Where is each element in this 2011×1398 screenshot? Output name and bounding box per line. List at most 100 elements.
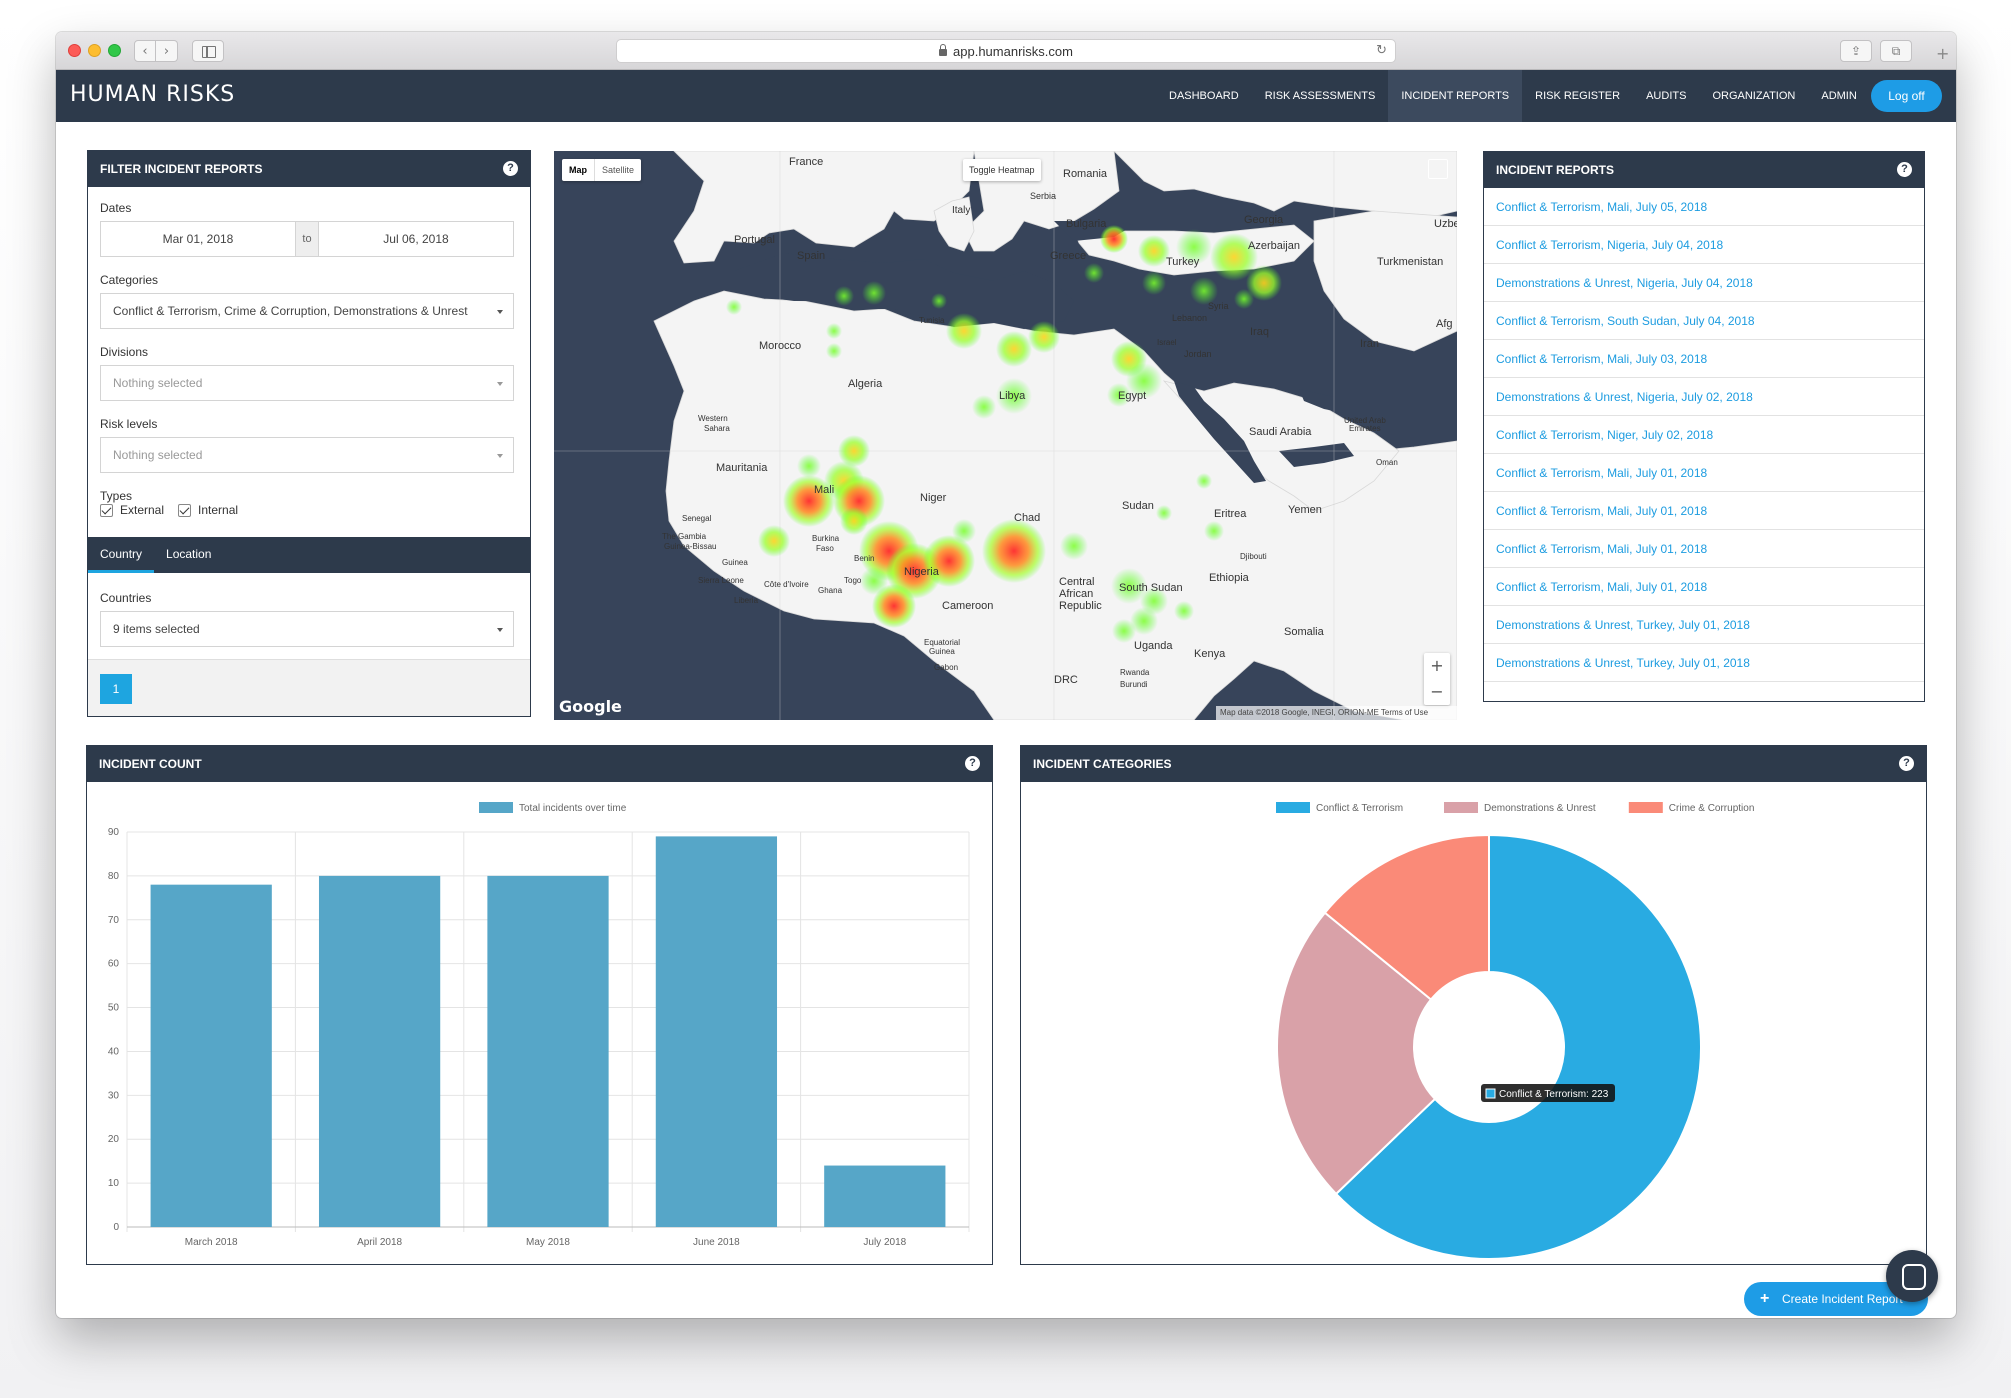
tab-country[interactable]: Country bbox=[88, 537, 155, 573]
legend-label: Total incidents over time bbox=[519, 803, 627, 814]
share-icon[interactable]: ⇪ bbox=[1840, 40, 1872, 62]
map-label: DRC bbox=[1054, 674, 1078, 686]
date-to-input[interactable]: Jul 06, 2018 bbox=[383, 232, 449, 246]
map-label: Guinea bbox=[722, 558, 748, 567]
help-icon[interactable]: ? bbox=[1899, 756, 1914, 771]
count-panel-title: INCIDENT COUNT bbox=[99, 757, 202, 771]
map-attribution[interactable]: Map data ©2018 Google, INEGI, ORION-ME T… bbox=[1216, 706, 1457, 720]
map-label: Morocco bbox=[759, 340, 801, 352]
human-risks-logo[interactable]: HUMAN RISKS bbox=[70, 82, 236, 107]
list-item[interactable]: Conflict & Terrorism, Mali, July 01, 201… bbox=[1484, 530, 1924, 568]
map-label: Bulgaria bbox=[1066, 218, 1107, 230]
list-item[interactable]: Conflict & Terrorism, Niger, July 02, 20… bbox=[1484, 416, 1924, 454]
close-window-icon[interactable] bbox=[68, 44, 81, 57]
map-label: Oman bbox=[1376, 458, 1398, 467]
nav-risk-assessments[interactable]: RISK ASSESSMENTS bbox=[1264, 90, 1376, 102]
map-label: Mauritania bbox=[716, 462, 768, 474]
list-item[interactable]: Conflict & Terrorism, Nigeria, July 04, … bbox=[1484, 226, 1924, 264]
countries-select[interactable]: 9 items selected bbox=[100, 611, 514, 647]
categories-select[interactable]: Conflict & Terrorism, Crime & Corruption… bbox=[100, 293, 514, 329]
divisions-select[interactable]: Nothing selected bbox=[100, 365, 514, 401]
legend-swatch bbox=[1444, 802, 1478, 813]
list-item[interactable]: Conflict & Terrorism, Mali, July 01, 201… bbox=[1484, 568, 1924, 606]
new-tab-icon[interactable]: + bbox=[1936, 44, 1950, 63]
map-label: United Arab bbox=[1344, 416, 1386, 425]
fullscreen-icon[interactable] bbox=[1428, 159, 1448, 179]
list-item[interactable]: Demonstrations & Unrest, Nigeria, July 0… bbox=[1484, 378, 1924, 416]
maximize-window-icon[interactable] bbox=[108, 44, 121, 57]
incident-reports-panel: INCIDENT REPORTS ? Conflict & Terrorism,… bbox=[1483, 151, 1925, 702]
risk-levels-select[interactable]: Nothing selected bbox=[100, 437, 514, 473]
map-label: Equatorial bbox=[924, 638, 960, 647]
url-text: app.humanrisks.com bbox=[953, 43, 1073, 59]
location-tabs: Country Location bbox=[88, 537, 530, 573]
help-icon[interactable]: ? bbox=[503, 161, 518, 176]
minimize-window-icon[interactable] bbox=[88, 44, 101, 57]
caret-down-icon bbox=[497, 310, 503, 314]
risk-levels-value: Nothing selected bbox=[113, 448, 203, 462]
back-icon[interactable]: ‹ bbox=[134, 40, 156, 62]
date-from-input[interactable]: Mar 01, 2018 bbox=[162, 232, 234, 246]
map-label: Greece bbox=[1050, 250, 1086, 262]
countries-label: Countries bbox=[100, 591, 152, 605]
help-icon[interactable]: ? bbox=[1897, 162, 1912, 177]
map-label: Emirates bbox=[1349, 424, 1381, 433]
list-item[interactable]: Demonstrations & Unrest, Turkey, July 01… bbox=[1484, 606, 1924, 644]
list-item[interactable]: Conflict & Terrorism, Mali, July 01, 201… bbox=[1484, 492, 1924, 530]
map-label: France bbox=[789, 156, 823, 168]
map-label: Liberia bbox=[734, 596, 759, 605]
y-tick-label: 70 bbox=[108, 915, 120, 926]
chat-icon[interactable] bbox=[1886, 1250, 1938, 1302]
tooltip-swatch bbox=[1485, 1088, 1496, 1099]
map-type-satellite-button[interactable]: Satellite bbox=[602, 165, 635, 175]
list-item[interactable]: Conflict & Terrorism, Mali, July 05, 201… bbox=[1484, 188, 1924, 226]
sidebar-toggle-icon[interactable] bbox=[192, 40, 224, 62]
forward-icon[interactable]: › bbox=[156, 40, 178, 62]
nav-incident-reports[interactable]: INCIDENT REPORTS bbox=[1388, 70, 1523, 122]
categories-label: Categories bbox=[100, 273, 159, 287]
list-item[interactable]: Demonstrations & Unrest, Turkey, July 01… bbox=[1484, 644, 1924, 682]
nav-risk-register[interactable]: RISK REGISTER bbox=[1535, 90, 1621, 102]
map-label: Uganda bbox=[1134, 640, 1173, 652]
page-button[interactable]: 1 bbox=[100, 674, 132, 704]
nav-audits[interactable]: AUDITS bbox=[1646, 90, 1687, 102]
nav-dashboard[interactable]: DASHBOARD bbox=[1169, 90, 1239, 102]
internal-checkbox[interactable] bbox=[178, 503, 192, 517]
map-label: Faso bbox=[816, 544, 834, 553]
map-label: Ethiopia bbox=[1209, 572, 1250, 584]
reload-icon[interactable]: ↻ bbox=[1376, 43, 1387, 58]
map-type-control: Map Satellite bbox=[562, 159, 642, 181]
list-item[interactable]: Conflict & Terrorism, Mali, July 03, 201… bbox=[1484, 340, 1924, 378]
y-tick-label: 80 bbox=[108, 871, 120, 882]
address-bar[interactable]: app.humanrisks.com ↻ bbox=[616, 39, 1396, 63]
tab-location[interactable]: Location bbox=[166, 547, 212, 561]
map-label: Western bbox=[698, 414, 728, 423]
list-item[interactable]: Demonstrations & Unrest, Nigeria, July 0… bbox=[1484, 264, 1924, 302]
nav-admin[interactable]: ADMIN bbox=[1821, 90, 1857, 102]
list-item[interactable]: Conflict & Terrorism, South Sudan, July … bbox=[1484, 302, 1924, 340]
tab-overview-icon[interactable]: ⧉ bbox=[1880, 40, 1912, 62]
categories-panel-title: INCIDENT CATEGORIES bbox=[1033, 757, 1172, 771]
map-label: Saudi Arabia bbox=[1249, 426, 1312, 438]
map-label: Rwanda bbox=[1120, 668, 1150, 677]
map-gridlines bbox=[554, 151, 1457, 720]
zoom-in-button[interactable]: + bbox=[1430, 656, 1444, 675]
incident-count-chart: Total incidents over time 0 10 20 30 40 50 60 70… bbox=[108, 802, 970, 1248]
bar bbox=[824, 1165, 946, 1227]
toggle-heatmap-button[interactable]: Toggle Heatmap bbox=[963, 159, 1041, 181]
external-checkbox[interactable] bbox=[100, 503, 113, 517]
list-item[interactable]: Conflict & Terrorism, Mali, July 01, 201… bbox=[1484, 454, 1924, 492]
app-header: HUMAN RISKS DASHBOARD RISK ASSESSMENTS I… bbox=[56, 70, 1956, 122]
incident-heatmap[interactable]: France Romania Serbia Italy Bulgaria Geo… bbox=[554, 151, 1457, 720]
zoom-out-button[interactable]: − bbox=[1430, 682, 1444, 701]
map-type-map-button[interactable]: Map bbox=[562, 159, 595, 181]
map-canvas[interactable]: France Romania Serbia Italy Bulgaria Geo… bbox=[554, 151, 1457, 720]
x-tick-label: July 2018 bbox=[863, 1237, 906, 1248]
log-off-button[interactable]: Log off bbox=[1871, 80, 1942, 112]
map-label: Ghana bbox=[818, 586, 843, 595]
help-icon[interactable]: ? bbox=[965, 756, 980, 771]
nav-organization[interactable]: ORGANIZATION bbox=[1712, 90, 1796, 102]
pie-slice bbox=[1276, 911, 1437, 1196]
map-label: Afg bbox=[1436, 318, 1453, 330]
map-label: Cameroon bbox=[942, 600, 993, 612]
